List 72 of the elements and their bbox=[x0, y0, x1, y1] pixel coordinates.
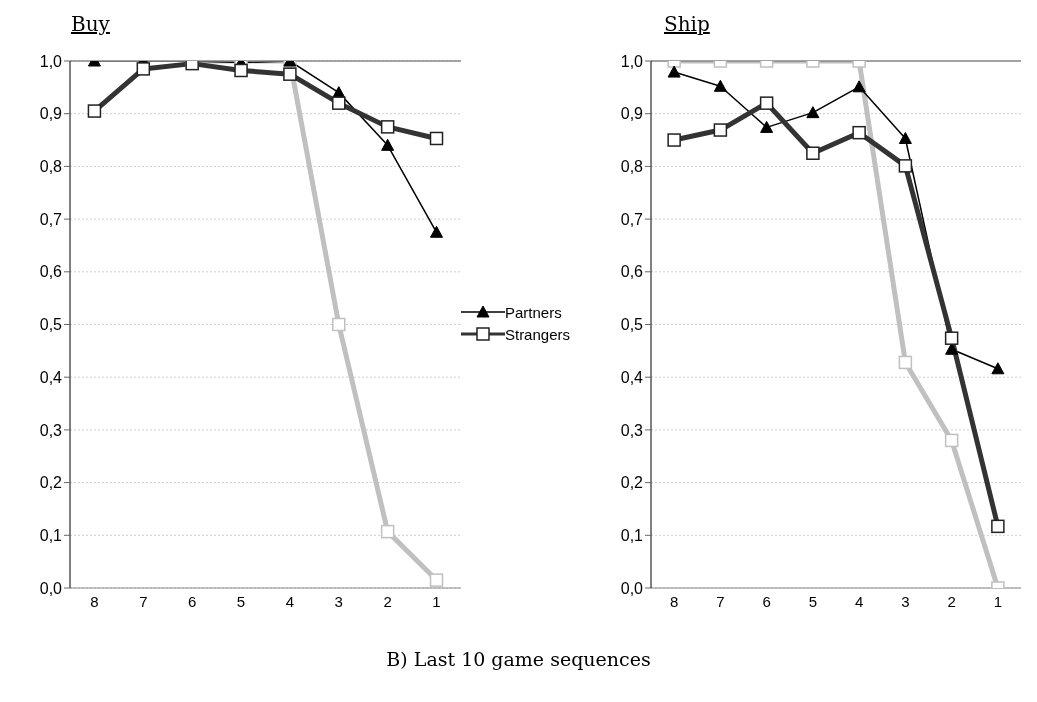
point bbox=[332, 317, 346, 332]
y-tick-label: 0,2 bbox=[620, 474, 644, 492]
y-tick-label: 0,4 bbox=[620, 368, 644, 386]
point bbox=[332, 96, 346, 110]
y-tick-label: 0,1 bbox=[620, 526, 644, 544]
point bbox=[944, 331, 959, 345]
point bbox=[991, 362, 1005, 375]
y-tick-label: 0,4 bbox=[39, 368, 63, 386]
x-tick-label: 3 bbox=[901, 592, 910, 610]
y-tick-label: 0,5 bbox=[620, 316, 644, 334]
point bbox=[380, 120, 395, 134]
x-tick-label: 1 bbox=[432, 592, 441, 610]
point bbox=[430, 225, 444, 238]
point bbox=[283, 67, 297, 81]
x-tick-label: 4 bbox=[854, 592, 864, 610]
text: B) Last 10 game sequences bbox=[385, 648, 652, 670]
y-tick-label: 0,9 bbox=[620, 105, 644, 123]
y-tick-label: 0,6 bbox=[620, 263, 644, 281]
legend-label: Partners bbox=[504, 303, 562, 321]
point bbox=[429, 131, 444, 146]
point bbox=[760, 120, 774, 133]
y-tick-label: 0,5 bbox=[39, 316, 63, 334]
x-tick-label: 7 bbox=[139, 592, 148, 610]
x-tick-label: 6 bbox=[188, 592, 197, 610]
x-tick-label: 5 bbox=[808, 592, 818, 610]
y-tick-label: 0,6 bbox=[39, 263, 63, 281]
chart-title: Ship bbox=[664, 12, 710, 36]
y-tick-label: 1,0 bbox=[39, 52, 63, 70]
y-tick-label: 0,0 bbox=[39, 579, 63, 597]
point bbox=[852, 80, 866, 93]
point bbox=[806, 146, 820, 160]
y-tick-label: 0,1 bbox=[39, 526, 63, 544]
point bbox=[898, 159, 913, 173]
y-tick-label: 0,3 bbox=[39, 421, 63, 439]
point bbox=[852, 125, 866, 140]
x-tick-label: 3 bbox=[334, 592, 343, 610]
y-tick-label: 0,0 bbox=[620, 579, 644, 597]
x-tick-label: 2 bbox=[947, 592, 956, 610]
x-tick-label: 8 bbox=[90, 592, 99, 610]
point bbox=[234, 63, 248, 78]
point bbox=[898, 131, 912, 144]
point bbox=[381, 138, 395, 151]
x-tick-label: 4 bbox=[285, 592, 295, 610]
y-tick-label: 0,8 bbox=[39, 158, 63, 176]
x-tick-label: 5 bbox=[236, 592, 246, 610]
point bbox=[713, 123, 728, 137]
point bbox=[806, 106, 820, 119]
x-tick-label: 2 bbox=[383, 592, 392, 610]
y-tick-label: 1,0 bbox=[620, 52, 644, 70]
point bbox=[944, 433, 959, 448]
point bbox=[136, 62, 151, 76]
y-tick-label: 0,9 bbox=[39, 105, 63, 123]
point bbox=[380, 524, 395, 539]
point bbox=[713, 79, 727, 92]
point bbox=[898, 355, 913, 370]
y-tick-label: 0,2 bbox=[39, 474, 63, 492]
point bbox=[991, 519, 1005, 534]
x-tick-label: 7 bbox=[716, 592, 725, 610]
legend-label: Strangers bbox=[504, 325, 570, 343]
x-tick-label: 8 bbox=[669, 592, 679, 610]
y-tick-label: 0,7 bbox=[620, 210, 644, 228]
x-tick-label: 1 bbox=[993, 592, 1003, 610]
point bbox=[667, 133, 681, 147]
y-tick-label: 0,8 bbox=[620, 158, 644, 176]
x-tick-label: 6 bbox=[762, 592, 771, 610]
chart-title: Buy bbox=[71, 12, 110, 36]
y-tick-label: 0,7 bbox=[39, 210, 63, 228]
point bbox=[87, 104, 102, 118]
point bbox=[759, 96, 774, 110]
y-tick-label: 0,3 bbox=[620, 421, 644, 439]
point bbox=[429, 573, 444, 587]
point bbox=[667, 65, 681, 78]
